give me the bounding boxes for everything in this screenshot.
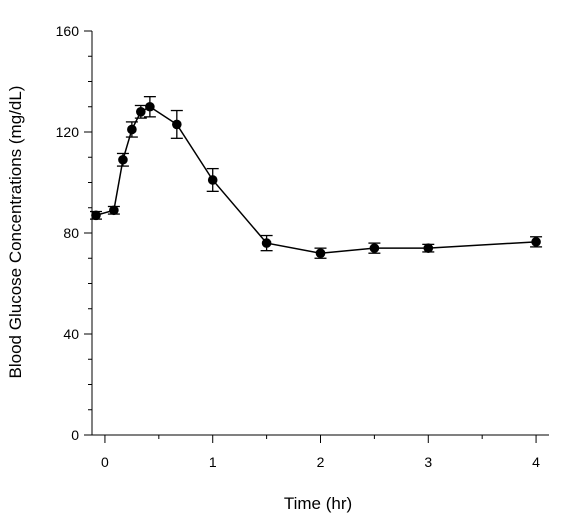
y-tick-label: 80 — [63, 225, 79, 241]
x-tick-label: 2 — [317, 454, 325, 470]
data-point — [109, 205, 119, 216]
data-point — [261, 238, 272, 248]
x-tick-label: 1 — [209, 454, 217, 470]
data-points — [91, 101, 541, 258]
data-point — [127, 124, 137, 135]
error-bars — [89, 96, 543, 259]
plot-area — [89, 96, 543, 259]
x-tick-label: 4 — [532, 454, 540, 470]
data-point — [423, 243, 434, 253]
y-axis-title: Blood Glucose Concentrations (mg/dL) — [6, 86, 25, 379]
data-point — [531, 237, 541, 247]
x-tick-label: 0 — [101, 454, 109, 470]
data-point — [315, 248, 326, 258]
data-point — [145, 101, 155, 112]
x-ticks: 0 1 2 3 4 — [101, 435, 540, 470]
y-tick-label: 120 — [56, 124, 80, 140]
series-line — [95, 105, 537, 254]
data-point — [369, 243, 380, 253]
data-point — [118, 154, 128, 165]
x-axis-title: Time (hr) — [284, 494, 352, 513]
y-tick-label: 0 — [71, 427, 79, 443]
y-tick-label: 160 — [56, 23, 80, 39]
data-point — [91, 210, 101, 221]
axes: 0 40 80 120 160 0 1 2 3 4 — [56, 23, 549, 470]
y-ticks: 0 40 80 120 160 — [56, 23, 92, 443]
data-point — [172, 119, 182, 130]
y-tick-label: 40 — [63, 326, 79, 342]
series-lines — [95, 105, 537, 254]
data-point — [207, 175, 218, 185]
x-tick-label: 3 — [424, 454, 432, 470]
data-point — [136, 107, 146, 117]
